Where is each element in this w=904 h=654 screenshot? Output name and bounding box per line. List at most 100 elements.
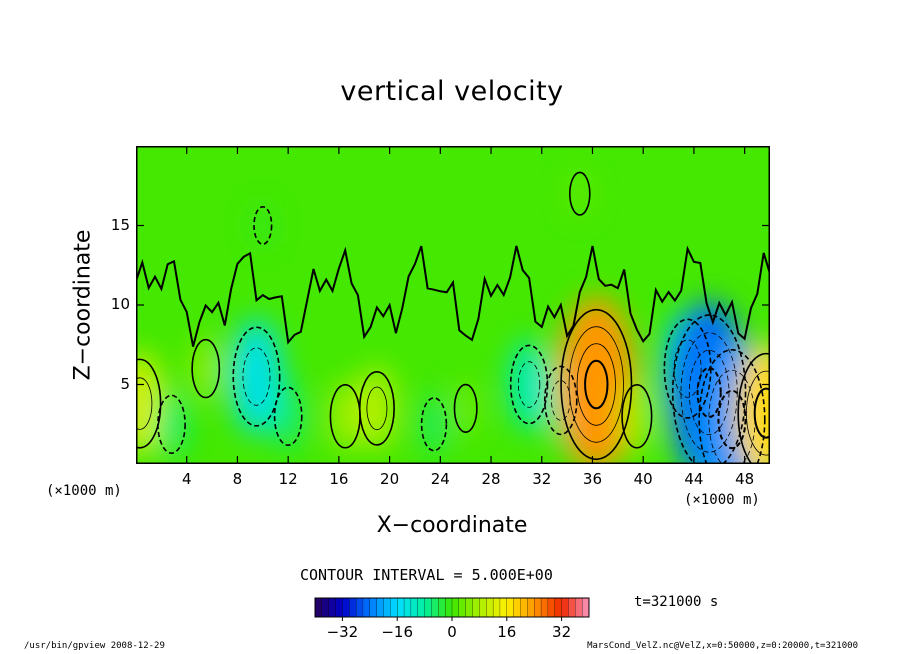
field-feature-16 [734,343,770,464]
colorbar-cell [465,597,473,618]
colorbar-cell [547,597,556,618]
colorbar-cell [458,597,467,618]
contour-line [136,377,153,430]
colorbar-cell [451,597,460,618]
x-tick-label: 8 [232,470,243,488]
field-feature-17 [253,204,273,247]
colorbar-cell [362,597,371,618]
colorbar-cell [417,597,426,618]
contour-line [671,314,747,464]
contour-line [737,352,770,464]
x-tick-label: 36 [582,470,603,488]
colorbar-cell [410,597,419,618]
x-tick-label: 44 [684,470,704,488]
y-tick-label: 5 [120,374,130,393]
x-tick-label: 48 [735,470,755,488]
colorbar-tick-label: 16 [497,623,516,641]
x-axis-label: X−coordinate [0,513,904,538]
y-axis-label: Z−coordinate [70,229,96,381]
colorbar-tick-label: 0 [447,623,457,641]
contour-line [509,344,549,425]
contour-line [366,386,388,431]
contour-line [420,397,448,452]
colorbar-cell [513,597,521,618]
colorbar-tick-label: −16 [381,623,413,641]
field-feature-2 [190,335,221,403]
y-tick-label: 15 [110,215,130,234]
colorbar-cell [520,597,528,618]
contour-line [568,326,624,443]
contour-line [358,371,395,446]
x-tick-label: 4 [181,470,192,488]
colorbar-cell [349,597,357,618]
x-tick-label: 32 [532,470,552,488]
field-feature-8 [453,380,478,436]
x-tick-label: 40 [633,470,653,488]
field-feature-18 [568,169,591,219]
contour-line [242,347,271,406]
contour-line [517,361,541,408]
colorbar-cell [561,597,569,618]
field-feature-5 [328,379,362,453]
contour-line [157,394,186,454]
time-label: t=321000 s [634,594,719,610]
colorbar-cell [472,597,480,618]
contour-line [191,338,221,399]
footer-left: /usr/bin/gpview 2008-12-29 [24,641,165,651]
footer-right: MarsCond_VelZ.nc@VelZ,x=0:50000,z=0:2000… [587,641,858,651]
contour-line [717,389,747,450]
colorbar-cell [527,597,535,618]
colorbar-cell [438,597,446,618]
contour-interval-label: CONTOUR INTERVAL = 5.000E+00 [300,566,553,584]
contour-line [753,387,770,439]
contour-line [746,370,770,456]
colorbar-cell [383,597,391,618]
field-feature-7 [420,393,448,455]
contour-line [696,366,722,419]
colorbar-cell [479,597,487,618]
x-tick-label: 28 [481,470,501,488]
field-feature-3 [230,318,283,435]
colorbar-cell [492,597,501,618]
contour-plot [136,146,770,464]
colorbar-tick-label: 32 [552,623,571,641]
colorbar-cell [321,597,330,618]
x-tick-label: 16 [329,470,349,488]
x-tick-label: 24 [430,470,450,488]
contour-line [232,326,281,427]
colorbar-cell [342,597,350,618]
colorbar: −32 −16 0 16 32 [314,597,590,641]
colorbar-cell [403,597,412,618]
contour-line [136,358,162,449]
colorbar-cell [355,597,364,618]
colorbar-cell [540,597,549,618]
x-tick-label: 20 [380,470,400,488]
x-unit-right: (×1000 m) [684,492,760,508]
field-feature-9 [508,338,550,431]
contour-line [543,365,578,436]
colorbar-cell [431,597,439,618]
chart-title: vertical velocity [340,76,564,107]
colorbar-cell [376,597,384,618]
colorbar-cell [486,597,494,618]
x-axis-label-text: X−coordinate [376,513,528,538]
field-feature-6 [357,365,396,451]
colorbar-cell [444,597,453,618]
colorbar-cell [506,597,515,618]
field-feature-11 [556,296,636,464]
colorbar-cell [390,597,398,618]
colorbar-cell [581,597,590,618]
contour-line [568,171,591,216]
colorbar-cell [499,597,508,618]
colorbar-cell [568,597,576,618]
colorbar-tick-label: −32 [327,623,359,641]
zero-contour [136,245,770,347]
colorbar-cell [424,597,432,618]
colorbar-cell [335,597,343,618]
contour-line [576,343,616,426]
contour-line [273,386,303,446]
field-feature-12 [620,379,654,453]
colorbar-cell [534,597,542,618]
y-tick-label: 10 [110,295,130,313]
colorbar-cell [328,597,337,618]
